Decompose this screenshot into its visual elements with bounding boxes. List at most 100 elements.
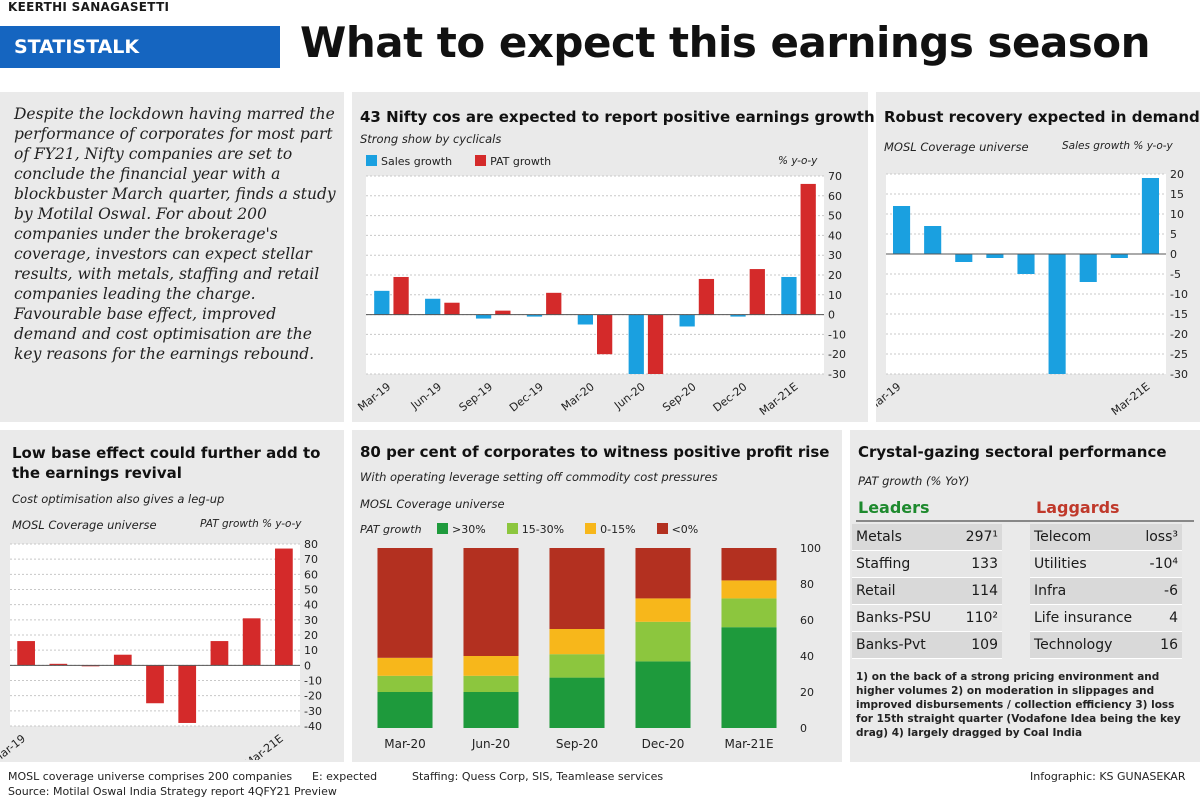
- bar-segment-0-15: [377, 657, 433, 676]
- bar-sales-growth: [1110, 254, 1128, 258]
- x-tick-label: Mar-21E: [1109, 380, 1152, 418]
- laggards-row: Utilities -10⁴: [1030, 550, 1182, 578]
- x-tick-label: Mar-19: [876, 380, 903, 414]
- y-tick-label: 40: [828, 229, 842, 242]
- y-tick-label: -10: [304, 675, 322, 688]
- legend-item-sales: Sales growth: [366, 155, 452, 168]
- sector-notes: 1) on the back of a strong pricing envir…: [856, 671, 1181, 739]
- nifty-subtitle: Strong show by cyclicals: [360, 132, 502, 146]
- legend-item-pat: PAT growth: [475, 155, 551, 168]
- x-tick-label: Sep-20: [556, 737, 598, 751]
- lowbase-subtitle: Cost optimisation also gives a leg-up: [12, 492, 225, 506]
- y-tick-label: -10: [1170, 288, 1188, 301]
- bar-pat-growth: [275, 548, 293, 666]
- y-tick-label: 10: [1170, 208, 1184, 221]
- legend-swatch-0-15: [585, 523, 597, 534]
- x-tick-label: Sep-20: [660, 380, 699, 414]
- footer-universe: MOSL coverage universe comprises 200 com…: [8, 770, 293, 783]
- bar-segment-15-30: [377, 675, 433, 692]
- bar-pat-growth: [17, 641, 35, 666]
- y-tick-label: 20: [1170, 168, 1184, 181]
- legend-label-15-30: 15-30%: [521, 523, 565, 536]
- bar-segment-0: [377, 548, 433, 658]
- leaders-row: Retail 114: [852, 577, 1002, 605]
- y-tick-label: 60: [800, 614, 814, 627]
- bar-segment-0: [549, 548, 605, 629]
- profitrise-title: 80 per cent of corporates to witness pos…: [360, 443, 830, 461]
- bar-pat-growth: [146, 665, 164, 704]
- sector-leaders-header: Leaders: [858, 498, 930, 517]
- legend-label-gt30: >30%: [452, 523, 486, 536]
- legend-label-0-15: 0-15%: [600, 523, 636, 536]
- y-tick-label: -20: [304, 690, 322, 703]
- y-tick-label: 80: [304, 538, 318, 551]
- y-tick-label: 15: [1170, 188, 1184, 201]
- y-tick-label: 30: [828, 249, 842, 262]
- leaders-table: Metals 297¹ Staffing 133 Retail 114 Banks-PSU 1…: [852, 524, 1002, 659]
- legend-label-pat: PAT growth: [490, 155, 552, 168]
- section-tag: STATISTALK: [0, 26, 280, 68]
- legend-label-lt0: <0%: [671, 523, 699, 536]
- profitrise-subtitle: With operating leverage setting off comm…: [360, 470, 718, 484]
- y-tick-label: -10: [828, 328, 846, 341]
- leaders-sector-value: 297¹: [952, 524, 1002, 551]
- y-tick-label: 50: [828, 210, 842, 223]
- y-tick-label: -30: [1170, 368, 1188, 381]
- x-tick-label: Mar-19: [355, 380, 393, 414]
- sector-title: Crystal-gazing sectoral performance: [858, 443, 1167, 461]
- legend-swatch-15-30: [506, 523, 518, 534]
- byline: KEERTHI SANAGASETTI: [8, 0, 170, 14]
- bar-pat-growth: [49, 663, 68, 666]
- laggards-sector-value: 4: [1139, 604, 1182, 632]
- bar-pat-growth: [800, 183, 816, 315]
- bar-pat-growth: [113, 654, 132, 666]
- bar-sales-growth: [1017, 254, 1035, 274]
- x-tick-label: Mar-20: [384, 737, 425, 751]
- bar-sales-growth: [955, 254, 973, 262]
- x-tick-label: Jun-20: [611, 380, 647, 413]
- sector-divider: [856, 520, 1194, 522]
- bar-segment-15-30: [721, 598, 777, 628]
- legend-swatch-pat: [475, 155, 487, 166]
- y-tick-label: 70: [828, 170, 842, 183]
- y-tick-label: 20: [828, 269, 842, 282]
- y-tick-label: 30: [304, 614, 318, 627]
- legend-item-0-15: 0-15%: [585, 523, 636, 536]
- laggards-sector-value: -10⁴: [1139, 550, 1182, 578]
- y-tick-label: -30: [828, 368, 846, 381]
- leaders-row: Staffing 133: [852, 550, 1002, 578]
- x-tick-label: Mar-21E: [242, 732, 285, 760]
- bar-pat-growth: [749, 269, 765, 315]
- y-tick-label: 0: [828, 309, 835, 322]
- laggards-sector-value: 16: [1139, 631, 1182, 659]
- headline: What to expect this earnings season: [300, 18, 1151, 67]
- bar-segment-15-30: [549, 654, 605, 678]
- lowbase-unit: PAT growth % y-o-y: [200, 518, 302, 530]
- y-tick-label: 60: [304, 568, 318, 581]
- y-tick-label: 0: [304, 659, 311, 672]
- x-tick-label: Mar-19: [0, 732, 28, 760]
- bar-segment-0: [463, 548, 519, 656]
- leaders-sector-name: Banks-Pvt: [852, 631, 953, 659]
- footer-source: Source: Motilal Oswal India Strategy rep…: [8, 785, 337, 798]
- laggards-row: Life insurance 4: [1030, 604, 1182, 632]
- y-tick-label: -20: [828, 348, 846, 361]
- bar-segment-30: [635, 661, 691, 728]
- legend-label-sales: Sales growth: [381, 155, 453, 168]
- legend-item-15-30: 15-30%: [506, 523, 565, 536]
- y-tick-label: -20: [1170, 328, 1188, 341]
- leaders-sector-name: Banks-PSU: [852, 604, 953, 632]
- x-tick-label: Jun-19: [408, 380, 444, 413]
- bar-segment-0: [635, 548, 691, 599]
- nifty-title: 43 Nifty cos are expected to report posi…: [360, 108, 875, 126]
- bar-segment-0-15: [635, 598, 691, 622]
- x-tick-label: Jun-20: [471, 737, 510, 751]
- bar-pat-growth: [178, 665, 197, 723]
- y-tick-label: 40: [304, 599, 318, 612]
- bar-pat-growth: [444, 302, 460, 315]
- laggards-sector-value: loss³: [1139, 524, 1182, 551]
- bar-sales-growth: [425, 298, 441, 315]
- laggards-sector-name: Technology: [1030, 631, 1140, 659]
- leaders-sector-name: Staffing: [852, 550, 953, 578]
- bar-segment-15-30: [635, 621, 691, 662]
